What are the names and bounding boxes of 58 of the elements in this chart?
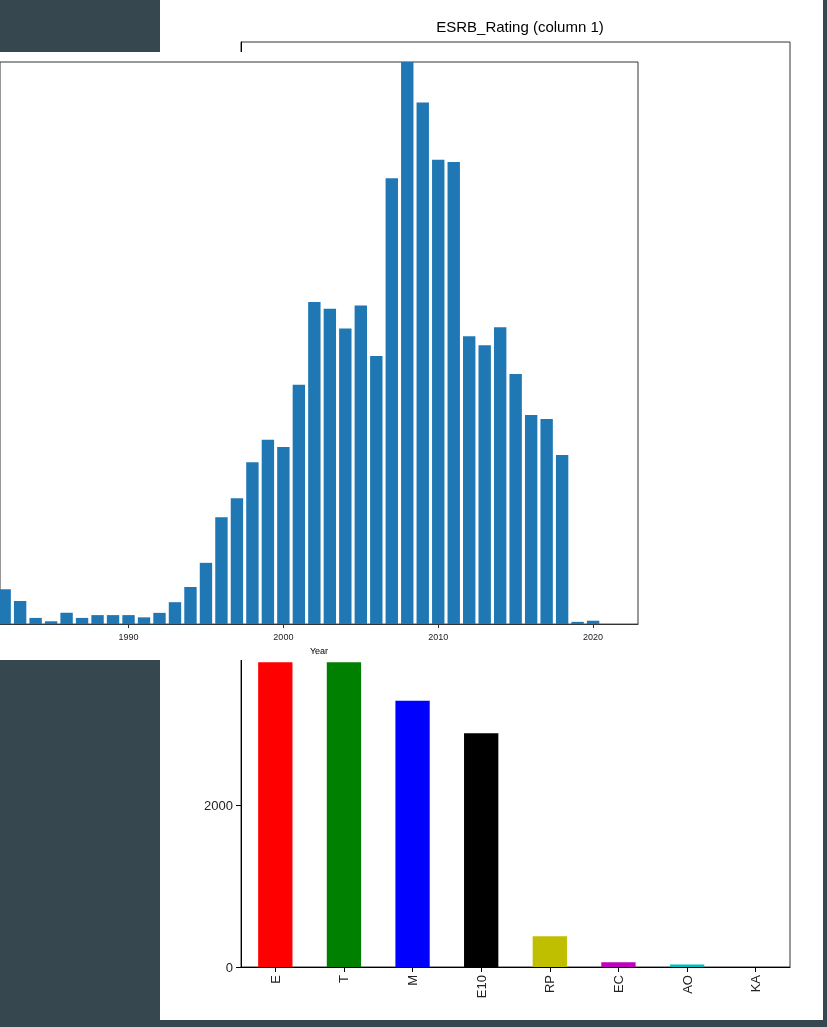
bar [258, 662, 293, 967]
bar [447, 162, 460, 625]
x-tick-label: 2000 [273, 631, 294, 642]
x-tick-label: E [267, 974, 283, 984]
bar [0, 589, 11, 625]
bar [308, 302, 321, 625]
bar [493, 327, 507, 625]
bar [44, 621, 58, 625]
bar [13, 601, 27, 625]
x-tick-label: 2010 [428, 631, 449, 642]
chart-title: ESRB_Rating (column 1) [436, 18, 604, 35]
bar [184, 587, 197, 625]
bar [524, 415, 538, 625]
x-tick-label: AO [679, 975, 695, 994]
x-tick-label: EC [610, 975, 626, 994]
bar [246, 462, 259, 625]
bar [326, 662, 362, 967]
bar [401, 62, 414, 625]
bar [540, 418, 553, 625]
bar [463, 336, 476, 625]
x-tick-label: M [405, 975, 421, 986]
bar [509, 373, 522, 625]
bar [292, 384, 306, 625]
bar [230, 498, 244, 625]
bar [168, 602, 182, 625]
bar [261, 439, 275, 625]
x-tick-label: 2020 [583, 631, 604, 642]
bar [137, 617, 151, 625]
x-axis-title: Year [309, 645, 329, 656]
bar [555, 454, 569, 625]
x-tick-label: 1990 [118, 631, 139, 642]
bar [122, 615, 135, 625]
bar [106, 615, 120, 625]
bar [385, 178, 398, 625]
bar [432, 159, 445, 625]
bar [370, 355, 383, 625]
bar [91, 615, 104, 625]
x-tick-label: E10 [473, 975, 489, 999]
bar [199, 562, 213, 625]
bar [215, 517, 228, 625]
y-tick-label: 0 [225, 959, 233, 975]
bar [323, 308, 337, 625]
bar [571, 621, 584, 625]
bar [601, 962, 636, 967]
bar [416, 102, 429, 625]
bar [395, 700, 430, 967]
bar [354, 305, 367, 625]
x-tick-label: RP [542, 975, 558, 994]
bar [75, 617, 89, 625]
bar [60, 612, 73, 625]
bar [153, 612, 166, 625]
bar [277, 447, 290, 625]
bar [339, 328, 352, 625]
x-tick-label: T [336, 974, 352, 983]
bar [532, 936, 567, 967]
x-tick-label: KA [748, 974, 764, 993]
bar [478, 345, 491, 625]
bar [29, 617, 42, 625]
